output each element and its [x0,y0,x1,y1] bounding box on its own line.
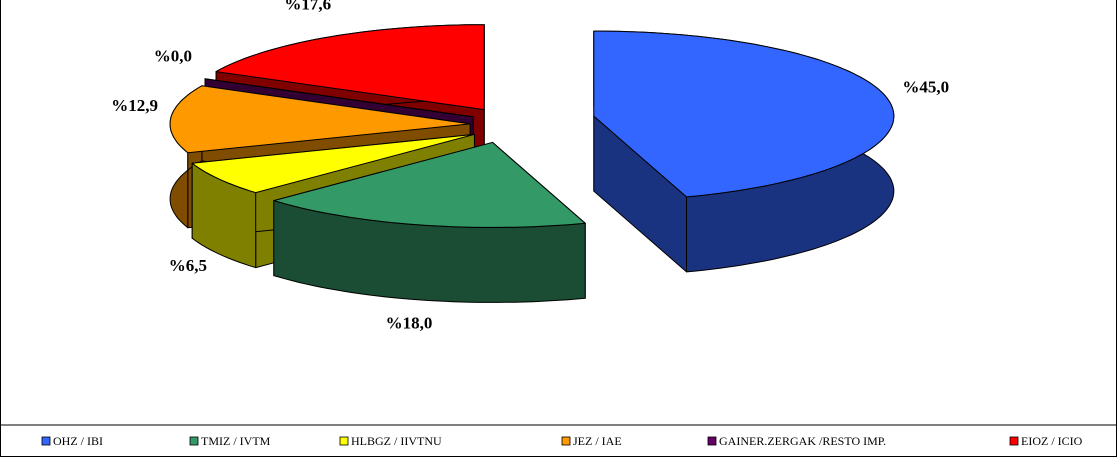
legend-label: GAINER.ZERGAK /RESTO IMP. [719,434,886,448]
value-label: %45,0 [902,78,949,97]
legend-swatch [41,436,51,446]
legend-swatch [189,436,199,446]
legend-label: EIOZ / ICIO [1021,434,1083,448]
value-label: %18,0 [386,313,433,332]
slice [191,133,475,194]
slice [273,141,586,228]
legend-swatch [561,436,571,446]
slice [215,24,485,111]
legend-swatch [1009,436,1019,446]
value-label: %6,5 [169,256,207,275]
legend-swatch [707,436,717,446]
slice [204,78,474,118]
legend-label: TMIZ / IVTM [201,434,271,448]
legend-swatch [339,436,349,446]
slice [593,30,895,198]
legend-label: OHZ / IBI [53,434,103,448]
legend-frame [0,424,1117,457]
legend-label: JEZ / IAE [573,434,622,448]
slice [169,85,471,154]
value-label: %12,9 [111,96,158,115]
value-label: %17,6 [284,0,331,14]
value-label: %0,0 [154,46,192,65]
legend-label: HLBGZ / IIVTNU [351,434,442,448]
